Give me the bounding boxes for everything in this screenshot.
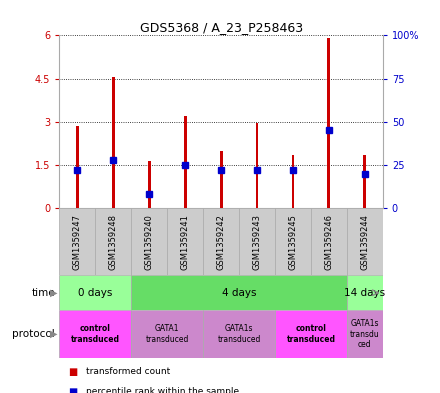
Text: ■: ■ (68, 367, 77, 377)
Bar (347, 310, 383, 358)
Text: GSM1359240: GSM1359240 (145, 214, 154, 270)
Text: control
transduced: control transduced (71, 324, 120, 344)
Bar (131, 310, 203, 358)
Bar (256, 123, 258, 208)
Bar (76, 126, 79, 208)
Bar (275, 310, 347, 358)
Bar (363, 155, 366, 208)
Text: GSM1359246: GSM1359246 (324, 214, 334, 270)
Bar (203, 310, 275, 358)
Text: percentile rank within the sample: percentile rank within the sample (86, 387, 239, 393)
Text: transformed count: transformed count (86, 367, 170, 376)
Bar (275, 208, 311, 275)
Text: protocol: protocol (12, 329, 55, 339)
Bar (347, 208, 383, 275)
Text: ■: ■ (68, 387, 77, 393)
Text: 14 days: 14 days (344, 288, 385, 298)
Bar (59, 310, 131, 358)
Text: GSM1359242: GSM1359242 (216, 214, 226, 270)
Text: GSM1359244: GSM1359244 (360, 214, 369, 270)
Text: ▶: ▶ (50, 329, 57, 339)
Title: GDS5368 / A_23_P258463: GDS5368 / A_23_P258463 (139, 21, 303, 34)
Bar (203, 208, 239, 275)
Bar (347, 275, 383, 310)
Bar (112, 77, 115, 208)
Bar (239, 208, 275, 275)
Bar (184, 116, 187, 208)
Bar (292, 155, 294, 208)
Text: GSM1359243: GSM1359243 (253, 214, 261, 270)
Text: GATA1s
transdu
ced: GATA1s transdu ced (350, 319, 380, 349)
Bar (131, 275, 347, 310)
Text: GATA1s
transduced: GATA1s transduced (217, 324, 261, 344)
Bar (148, 161, 150, 208)
Text: ▶: ▶ (50, 288, 57, 298)
Text: control
transduced: control transduced (286, 324, 335, 344)
Text: GSM1359241: GSM1359241 (181, 214, 190, 270)
Bar (59, 208, 95, 275)
Bar (167, 208, 203, 275)
Text: GSM1359248: GSM1359248 (109, 214, 118, 270)
Text: 0 days: 0 days (78, 288, 113, 298)
Bar (311, 208, 347, 275)
Bar (131, 208, 167, 275)
Text: GSM1359245: GSM1359245 (289, 214, 297, 270)
Bar (95, 208, 131, 275)
Bar (59, 275, 131, 310)
Bar (220, 151, 223, 208)
Text: GSM1359247: GSM1359247 (73, 214, 82, 270)
Text: 4 days: 4 days (222, 288, 257, 298)
Bar (327, 38, 330, 208)
Text: GATA1
transduced: GATA1 transduced (146, 324, 189, 344)
Text: time: time (31, 288, 55, 298)
